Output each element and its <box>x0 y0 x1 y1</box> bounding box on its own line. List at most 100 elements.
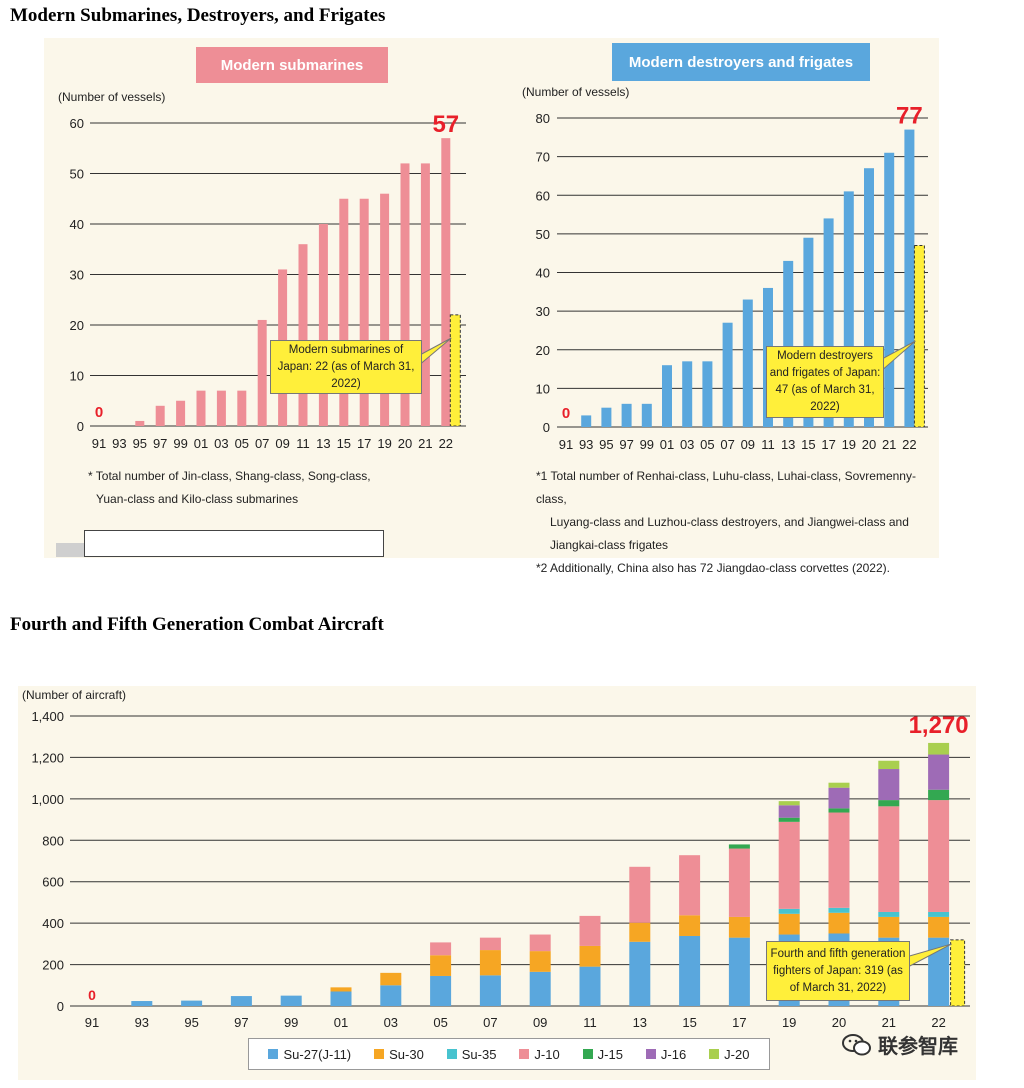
bar <box>359 198 369 426</box>
bar-segment <box>629 941 651 1006</box>
x-tick-label: 17 <box>732 1015 746 1030</box>
x-tick-label: 21 <box>882 437 896 452</box>
y-tick-label: 60 <box>536 188 550 203</box>
x-tick-label: 93 <box>579 437 593 452</box>
x-tick-label: 13 <box>781 437 795 452</box>
y-tick-label: 200 <box>42 958 64 973</box>
y-axis-label: (Number of vessels) <box>522 85 629 99</box>
legend-item: J-10 <box>519 1046 560 1062</box>
bar <box>420 163 430 426</box>
bar <box>884 152 895 427</box>
bar-segment <box>728 848 750 917</box>
bar-segment <box>479 950 501 976</box>
bar <box>176 400 186 426</box>
bar <box>216 390 226 426</box>
bar <box>843 191 854 427</box>
japan-bar <box>950 939 966 1007</box>
x-tick-label: 99 <box>173 436 187 451</box>
destroyer-footnote-line-3: Jiangkai-class frigates <box>550 538 669 552</box>
legend-swatch <box>709 1049 720 1059</box>
legend-item: Su-27(J-11) <box>268 1047 351 1062</box>
x-tick-label: 22 <box>931 1015 945 1030</box>
x-tick-label: 03 <box>384 1015 398 1030</box>
x-tick-label: 07 <box>255 436 269 451</box>
bar-segment <box>479 975 501 1006</box>
x-tick-label: 95 <box>133 436 147 451</box>
last-value-label: 77 <box>896 103 923 130</box>
bar-segment <box>679 855 701 916</box>
bar-segment <box>380 985 402 1006</box>
legend-swatch <box>268 1049 279 1059</box>
x-tick-label: 07 <box>720 437 734 452</box>
bar-segment <box>131 1001 153 1006</box>
y-tick-label: 1,200 <box>31 750 64 765</box>
bar <box>237 390 247 426</box>
bar-segment <box>778 913 800 935</box>
x-tick-label: 11 <box>296 436 310 451</box>
legend-label: J-15 <box>597 1046 623 1062</box>
x-tick-label: 19 <box>842 437 856 452</box>
x-tick-label: 17 <box>821 437 835 452</box>
submarine-footnote-line-2: Yuan-class and Kilo-class submarines <box>96 492 299 506</box>
last-value-label: 57 <box>432 111 459 138</box>
y-tick-label: 0 <box>543 420 550 435</box>
x-tick-label: 91 <box>559 437 573 452</box>
bar <box>441 138 451 426</box>
bar-segment <box>181 1000 203 1006</box>
bar-segment <box>430 975 452 1006</box>
destroyer-footnote: *1 Total number of Renhai-class, Luhu-cl… <box>536 465 916 580</box>
redaction-box <box>84 530 384 557</box>
bar <box>702 361 713 427</box>
destroyer-footnote-line-1: *1 Total number of Renhai-class, Luhu-cl… <box>536 469 916 506</box>
bar-segment <box>778 908 800 914</box>
destroyer-footnote-line-4: *2 Additionally, China also has 72 Jiang… <box>536 561 890 575</box>
bar-segment <box>579 915 601 946</box>
japan-destroyers-callout: Modern destroyers and frigates of Japan:… <box>766 346 884 418</box>
destroyers-header: Modern destroyers and frigates <box>612 43 870 81</box>
x-tick-label: 93 <box>135 1015 149 1030</box>
legend-item: J-16 <box>645 1046 687 1062</box>
y-tick-label: 1,000 <box>31 792 64 807</box>
legend-label: Su-27(J-11) <box>283 1046 352 1062</box>
bar <box>380 193 390 426</box>
legend-item: Su-35 <box>446 1047 496 1062</box>
y-tick-label: 0 <box>57 999 64 1014</box>
x-tick-label: 21 <box>418 436 432 451</box>
y-tick-label: 10 <box>70 369 84 384</box>
bar <box>621 403 632 427</box>
legend-swatch <box>582 1049 593 1059</box>
bar-segment <box>928 937 950 1006</box>
x-tick-label: 01 <box>194 436 208 451</box>
legend-swatch <box>374 1049 385 1059</box>
japan-bar <box>913 244 925 428</box>
bar-segment <box>529 934 551 952</box>
submarines-header: Modern submarines <box>196 47 388 83</box>
bar-segment <box>878 760 900 770</box>
bar-segment <box>629 866 651 923</box>
legend-label: J-10 <box>534 1046 560 1062</box>
y-tick-label: 30 <box>70 268 84 283</box>
legend-label: J-16 <box>660 1046 687 1062</box>
y-tick-label: 400 <box>42 916 64 931</box>
bar-segment <box>828 912 850 934</box>
legend-label: J-20 <box>724 1046 750 1062</box>
x-tick-label: 05 <box>700 437 714 452</box>
y-tick-label: 70 <box>536 150 550 165</box>
x-tick-label: 95 <box>184 1015 198 1030</box>
submarine-footnote-line-1: * Total number of Jin-class, Shang-class… <box>88 469 371 483</box>
bar-segment <box>928 742 950 755</box>
bar-segment <box>828 782 850 788</box>
x-tick-label: 91 <box>85 1015 99 1030</box>
x-tick-label: 93 <box>112 436 126 451</box>
y-tick-label: 60 <box>70 116 84 131</box>
japan-fighters-callout: Fourth and fifth generation fighters of … <box>766 941 910 1001</box>
x-tick-label: 15 <box>801 437 815 452</box>
legend-label: Su-30 <box>389 1046 424 1062</box>
bar <box>783 260 794 427</box>
x-tick-label: 01 <box>334 1015 348 1030</box>
x-tick-label: 97 <box>619 437 633 452</box>
bar <box>864 168 874 427</box>
bar-segment <box>878 769 900 801</box>
first-value-label: 0 <box>88 987 96 1003</box>
bar-segment <box>878 916 900 938</box>
